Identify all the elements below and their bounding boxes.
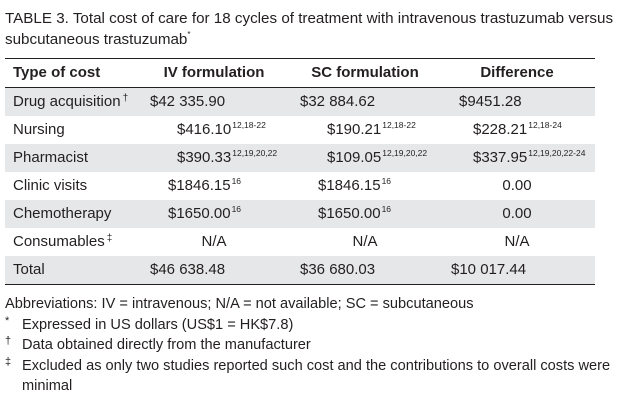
sc-value: $1650.00 [318, 205, 381, 222]
row-type: Nursing [13, 121, 65, 138]
sc-value: $109.05 [327, 149, 382, 166]
table-header-row: Type of cost IV formulation SC formulati… [5, 59, 595, 88]
table-row: Clinic visits $1846.1516 $1846.1516 0.00 [5, 172, 595, 200]
sc-value: N/A [352, 233, 378, 250]
header-iv-formulation: IV formulation [163, 64, 265, 81]
header-type-of-cost: Type of cost [13, 64, 101, 81]
table-row: Chemotherapy $1650.0016 $1650.0016 0.00 [5, 200, 595, 228]
table-row-total: Total $46 638.48 $36 680.03 $10 017.44 [5, 256, 595, 284]
footnote: ‡ Excluded as only two studies reported … [5, 356, 620, 397]
iv-value: $416.10 [177, 121, 232, 138]
row-type: Pharmacist [13, 149, 89, 166]
row-type: Consumables [13, 233, 105, 250]
sc-ref: 12,19,20,22 [382, 148, 428, 158]
iv-value: N/A [201, 233, 227, 250]
header-difference: Difference [480, 64, 554, 81]
diff-ref: 12,19,20,22-24 [528, 148, 586, 158]
table-footnotes: Abbreviations: IV = intravenous; N/A = n… [5, 294, 620, 397]
row-type: Total [13, 261, 45, 278]
header-sc-formulation: SC formulation [311, 64, 419, 81]
iv-ref: 16 [231, 204, 242, 214]
sc-value: $32 884.62 [300, 93, 376, 110]
caption-label: TABLE 3. [5, 10, 69, 27]
iv-ref: 12,18-22 [232, 120, 266, 130]
caption-marker: * [187, 30, 191, 39]
footnote-text: Data obtained directly from the manufact… [22, 337, 311, 353]
footnote-text: Expressed in US dollars (US$1 = HK$7.8) [22, 316, 294, 333]
diff-value: N/A [504, 233, 530, 250]
footnote-symbol: † [5, 335, 12, 347]
iv-value: $1650.00 [168, 205, 231, 222]
table-caption: TABLE 3. Total cost of care for 18 cycle… [5, 8, 620, 50]
sc-ref: 16 [381, 204, 392, 214]
diff-value: 0.00 [502, 177, 532, 194]
footnote: * Expressed in US dollars (US$1 = HK$7.8… [5, 315, 620, 336]
iv-value: $46 638.48 [150, 261, 226, 278]
sc-value: $1846.15 [318, 177, 381, 194]
row-type: Chemotherapy [13, 205, 112, 222]
diff-value: 0.00 [502, 205, 532, 222]
diff-value: $10 017.44 [451, 261, 527, 278]
row-type: Drug acquisition [13, 93, 121, 110]
row-type-marker: † [122, 93, 129, 104]
abbreviations-note: Abbreviations: IV = intravenous; N/A = n… [5, 296, 474, 312]
iv-ref: 16 [231, 176, 242, 186]
sc-value: $190.21 [327, 121, 382, 138]
footnote: † Data obtained directly from the manufa… [5, 335, 620, 356]
footnote-symbol: * [5, 314, 10, 327]
table-row: Nursing $416.1012,18-22 $190.2112,18-22 … [5, 116, 595, 144]
footnote-symbol: ‡ [5, 355, 12, 368]
diff-value: $228.21 [473, 121, 528, 138]
diff-ref: 12,18-24 [528, 120, 562, 130]
row-type-marker: ‡ [106, 233, 113, 244]
sc-ref: 12,18-22 [382, 120, 416, 130]
sc-value: $36 680.03 [300, 261, 376, 278]
diff-value: $9451.28 [459, 93, 522, 110]
cost-table: Type of cost IV formulation SC formulati… [5, 58, 595, 285]
row-type: Clinic visits [13, 177, 88, 194]
diff-value: $337.95 [473, 149, 528, 166]
iv-value: $390.33 [177, 149, 232, 166]
table-row: Drug acquisition † $42 335.90 $32 884.62 … [5, 88, 595, 116]
footnote-text: Excluded as only two studies reported su… [22, 357, 611, 395]
iv-ref: 12,19,20,22 [232, 148, 278, 158]
iv-value: $1846.15 [168, 177, 231, 194]
sc-ref: 16 [381, 176, 392, 186]
table-row: Consumables ‡ N/A N/A N/A [5, 228, 595, 256]
iv-value: $42 335.90 [150, 93, 226, 110]
table-row: Pharmacist $390.3312,19,20,22 $109.0512,… [5, 144, 595, 172]
caption-text: Total cost of care for 18 cycles of trea… [5, 10, 614, 48]
